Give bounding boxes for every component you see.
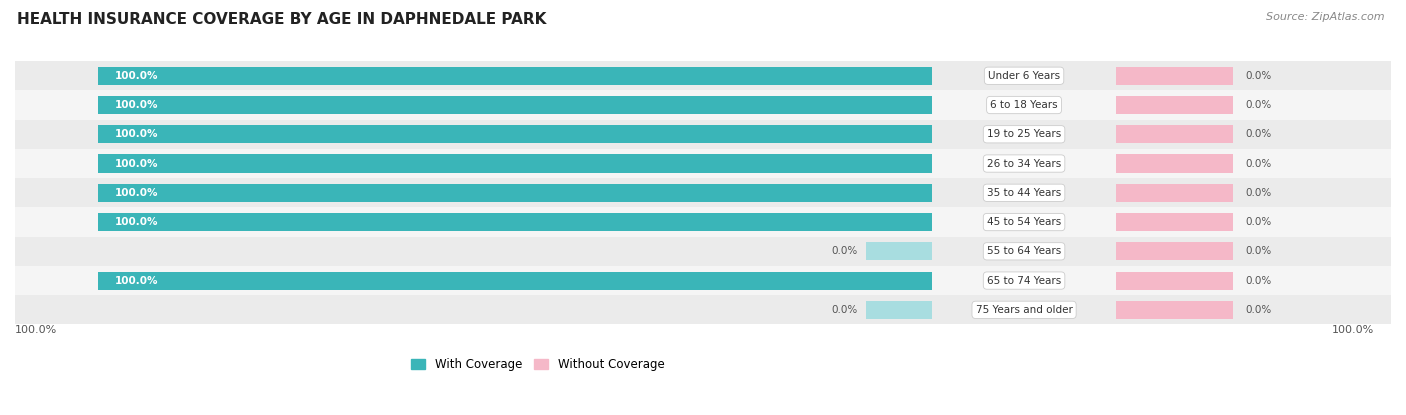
Text: 0.0%: 0.0% — [1246, 217, 1271, 227]
Text: 100.0%: 100.0% — [15, 325, 58, 335]
Bar — [1116, 67, 1233, 85]
Bar — [1116, 125, 1233, 143]
Bar — [15, 61, 1406, 90]
Text: 0.0%: 0.0% — [1246, 305, 1271, 315]
Text: 100.0%: 100.0% — [115, 100, 159, 110]
Text: 100.0%: 100.0% — [1331, 325, 1374, 335]
Bar — [98, 67, 932, 85]
Bar — [15, 208, 1406, 237]
Text: 100.0%: 100.0% — [115, 159, 159, 168]
Bar — [1116, 242, 1233, 260]
Bar — [98, 271, 932, 290]
Text: 55 to 64 Years: 55 to 64 Years — [987, 247, 1062, 256]
Text: 100.0%: 100.0% — [115, 188, 159, 198]
Bar — [98, 184, 932, 202]
Text: 0.0%: 0.0% — [831, 305, 858, 315]
Text: HEALTH INSURANCE COVERAGE BY AGE IN DAPHNEDALE PARK: HEALTH INSURANCE COVERAGE BY AGE IN DAPH… — [17, 12, 547, 27]
Text: 19 to 25 Years: 19 to 25 Years — [987, 129, 1062, 139]
Text: 26 to 34 Years: 26 to 34 Years — [987, 159, 1062, 168]
Bar — [1116, 301, 1233, 319]
Text: 0.0%: 0.0% — [1246, 188, 1271, 198]
Bar — [15, 90, 1406, 120]
Text: 75 Years and older: 75 Years and older — [976, 305, 1073, 315]
Bar — [15, 295, 1406, 325]
Text: 0.0%: 0.0% — [1246, 247, 1271, 256]
Text: 0.0%: 0.0% — [1246, 100, 1271, 110]
Bar — [15, 120, 1406, 149]
Bar — [15, 149, 1406, 178]
Bar — [98, 96, 932, 114]
Bar — [15, 266, 1406, 295]
Text: 45 to 54 Years: 45 to 54 Years — [987, 217, 1062, 227]
Text: 100.0%: 100.0% — [115, 71, 159, 81]
Bar — [1116, 154, 1233, 173]
Text: Under 6 Years: Under 6 Years — [988, 71, 1060, 81]
Bar — [1116, 213, 1233, 231]
Bar — [1116, 96, 1233, 114]
Text: 0.0%: 0.0% — [1246, 71, 1271, 81]
Text: 0.0%: 0.0% — [831, 247, 858, 256]
Text: 100.0%: 100.0% — [115, 217, 159, 227]
Bar — [15, 237, 1406, 266]
Bar — [98, 213, 932, 231]
Text: 0.0%: 0.0% — [1246, 129, 1271, 139]
Bar — [15, 178, 1406, 208]
Bar — [866, 301, 932, 319]
Bar — [866, 242, 932, 260]
Text: 0.0%: 0.0% — [1246, 159, 1271, 168]
Text: 0.0%: 0.0% — [1246, 276, 1271, 286]
Bar — [1116, 271, 1233, 290]
Bar — [98, 125, 932, 143]
Text: 35 to 44 Years: 35 to 44 Years — [987, 188, 1062, 198]
Text: 65 to 74 Years: 65 to 74 Years — [987, 276, 1062, 286]
Bar — [1116, 184, 1233, 202]
Text: 6 to 18 Years: 6 to 18 Years — [990, 100, 1057, 110]
Text: 100.0%: 100.0% — [115, 276, 159, 286]
Text: 100.0%: 100.0% — [115, 129, 159, 139]
Bar — [98, 154, 932, 173]
Text: Source: ZipAtlas.com: Source: ZipAtlas.com — [1267, 12, 1385, 22]
Legend: With Coverage, Without Coverage: With Coverage, Without Coverage — [406, 354, 669, 376]
